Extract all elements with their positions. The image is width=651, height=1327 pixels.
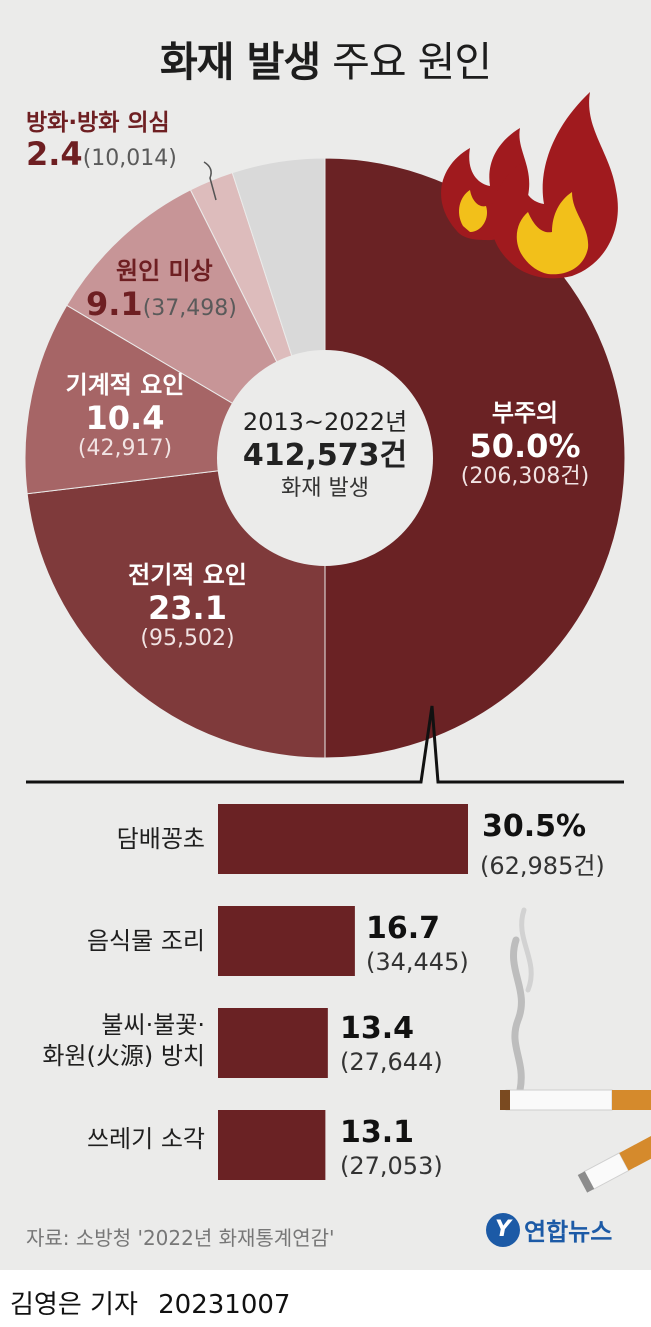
bar-3 [218, 1008, 328, 1078]
carelessness-name: 부주의 [491, 399, 559, 427]
bar-name-3: 불씨·불꽃· 화원(火源) 방치 [42, 1010, 205, 1072]
mechanical-count: (42,917) [77, 436, 173, 462]
center-caption: 화재 발생 [281, 475, 369, 501]
bar-value-3: 13.4 [340, 1011, 415, 1046]
bar-count-4: (27,053) [340, 1152, 443, 1180]
donut-hole [217, 350, 433, 566]
cigarette-icon [500, 907, 651, 1193]
bar-2 [218, 906, 355, 976]
electrical-pct: 23.1 [148, 588, 227, 627]
bar-value-4: 13.1 [340, 1115, 415, 1150]
arson-pct: 2.4 [26, 135, 83, 174]
bar-name-3-line2: 화원(火源) 방치 [42, 1042, 205, 1071]
bar-value-2: 16.7 [366, 911, 441, 946]
page-title: 화재 발생 주요 원인 [0, 28, 651, 88]
logo-mark: Y [486, 1212, 520, 1247]
mechanical-pct: 10.4 [85, 398, 165, 437]
byline: 김영은 기자 20231007 [10, 1284, 290, 1321]
bar-name-3-line1: 불씨·불꽃· [101, 1011, 205, 1039]
center-period: 2013~2022년 [242, 408, 408, 436]
center-total: 412,573건 [242, 438, 408, 473]
title-normal: 주요 원인 [332, 38, 492, 86]
infographic-card: 화재 발생 주요 원인 방화·방화 의심 2.4(10,014) 원인 미상 9… [0, 0, 651, 1270]
bar-4 [218, 1110, 326, 1180]
bar-1 [218, 804, 468, 874]
mechanical-name: 기계적 요인 [65, 371, 185, 399]
arson-name: 방화·방화 의심 [26, 110, 170, 136]
donut-center-text: 2013~2022년 412,573건 화재 발생 [215, 407, 435, 502]
label-arson: 방화·방화 의심 2.4(10,014) [26, 110, 177, 173]
source-note: 자료: 소방청 '2022년 화재통계연감' [26, 1226, 335, 1250]
carelessness-pct: 50.0% [469, 426, 581, 465]
unknown-count: (37,498) [142, 295, 237, 321]
bar-name-2: 음식물 조리 [87, 926, 205, 957]
unknown-pct: 9.1 [86, 284, 143, 323]
arson-count: (10,014) [82, 146, 177, 172]
bar-value-1: 30.5% [482, 809, 587, 844]
bar-count-1: (62,985건) [480, 852, 605, 880]
label-mechanical: 기계적 요인 10.4 (42,917) [40, 371, 210, 462]
bar-count-3: (27,644) [340, 1048, 443, 1076]
electrical-name: 전기적 요인 [128, 561, 247, 589]
bar-chart [218, 804, 651, 1193]
logo-text: 연합뉴스 [524, 1218, 613, 1246]
bar-name-1: 담배꽁초 [117, 824, 205, 855]
unknown-name: 원인 미상 [116, 257, 213, 285]
flame-icon [441, 92, 618, 279]
title-bold: 화재 발생 [159, 38, 321, 86]
label-carelessness: 부주의 50.0% (206,308건) [440, 399, 610, 490]
bar-name-4-line1: 쓰레기 소각 [86, 1125, 205, 1153]
section-divider [26, 705, 624, 784]
donut-chart [24, 92, 626, 784]
label-electrical: 전기적 요인 23.1 (95,502) [100, 561, 275, 652]
byline-author: 김영은 기자 [10, 1290, 138, 1320]
yonhap-logo: Y 연합뉴스 [486, 1212, 612, 1247]
bar-count-2: (34,445) [366, 948, 469, 976]
electrical-count: (95,502) [140, 626, 235, 652]
carelessness-count: (206,308건) [460, 464, 590, 490]
bar-name-1-line1: 담배꽁초 [116, 825, 205, 853]
arson-leader-line [203, 161, 217, 201]
label-unknown: 원인 미상 9.1(37,498) [86, 257, 237, 323]
bar-name-4: 쓰레기 소각 [87, 1124, 205, 1155]
byline-date: 20231007 [158, 1290, 291, 1320]
bar-name-2-line1: 음식물 조리 [86, 927, 205, 955]
